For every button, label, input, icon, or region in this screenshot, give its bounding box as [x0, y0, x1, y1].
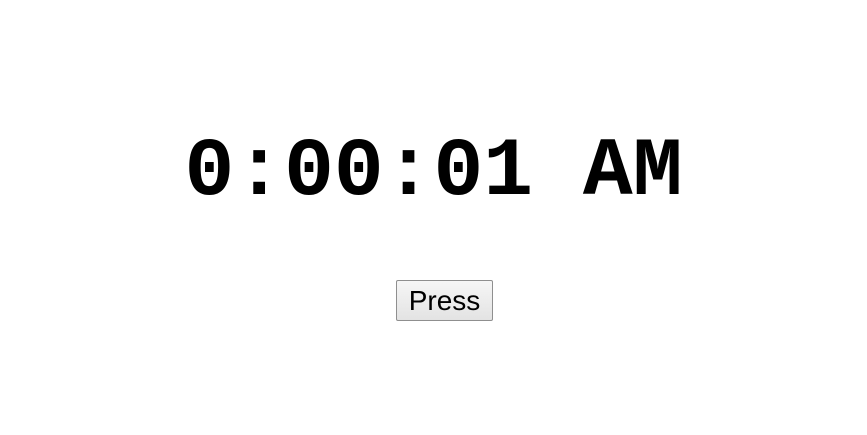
- press-button[interactable]: Press: [396, 280, 493, 321]
- clock-display: 0:00:01 AM: [184, 125, 683, 219]
